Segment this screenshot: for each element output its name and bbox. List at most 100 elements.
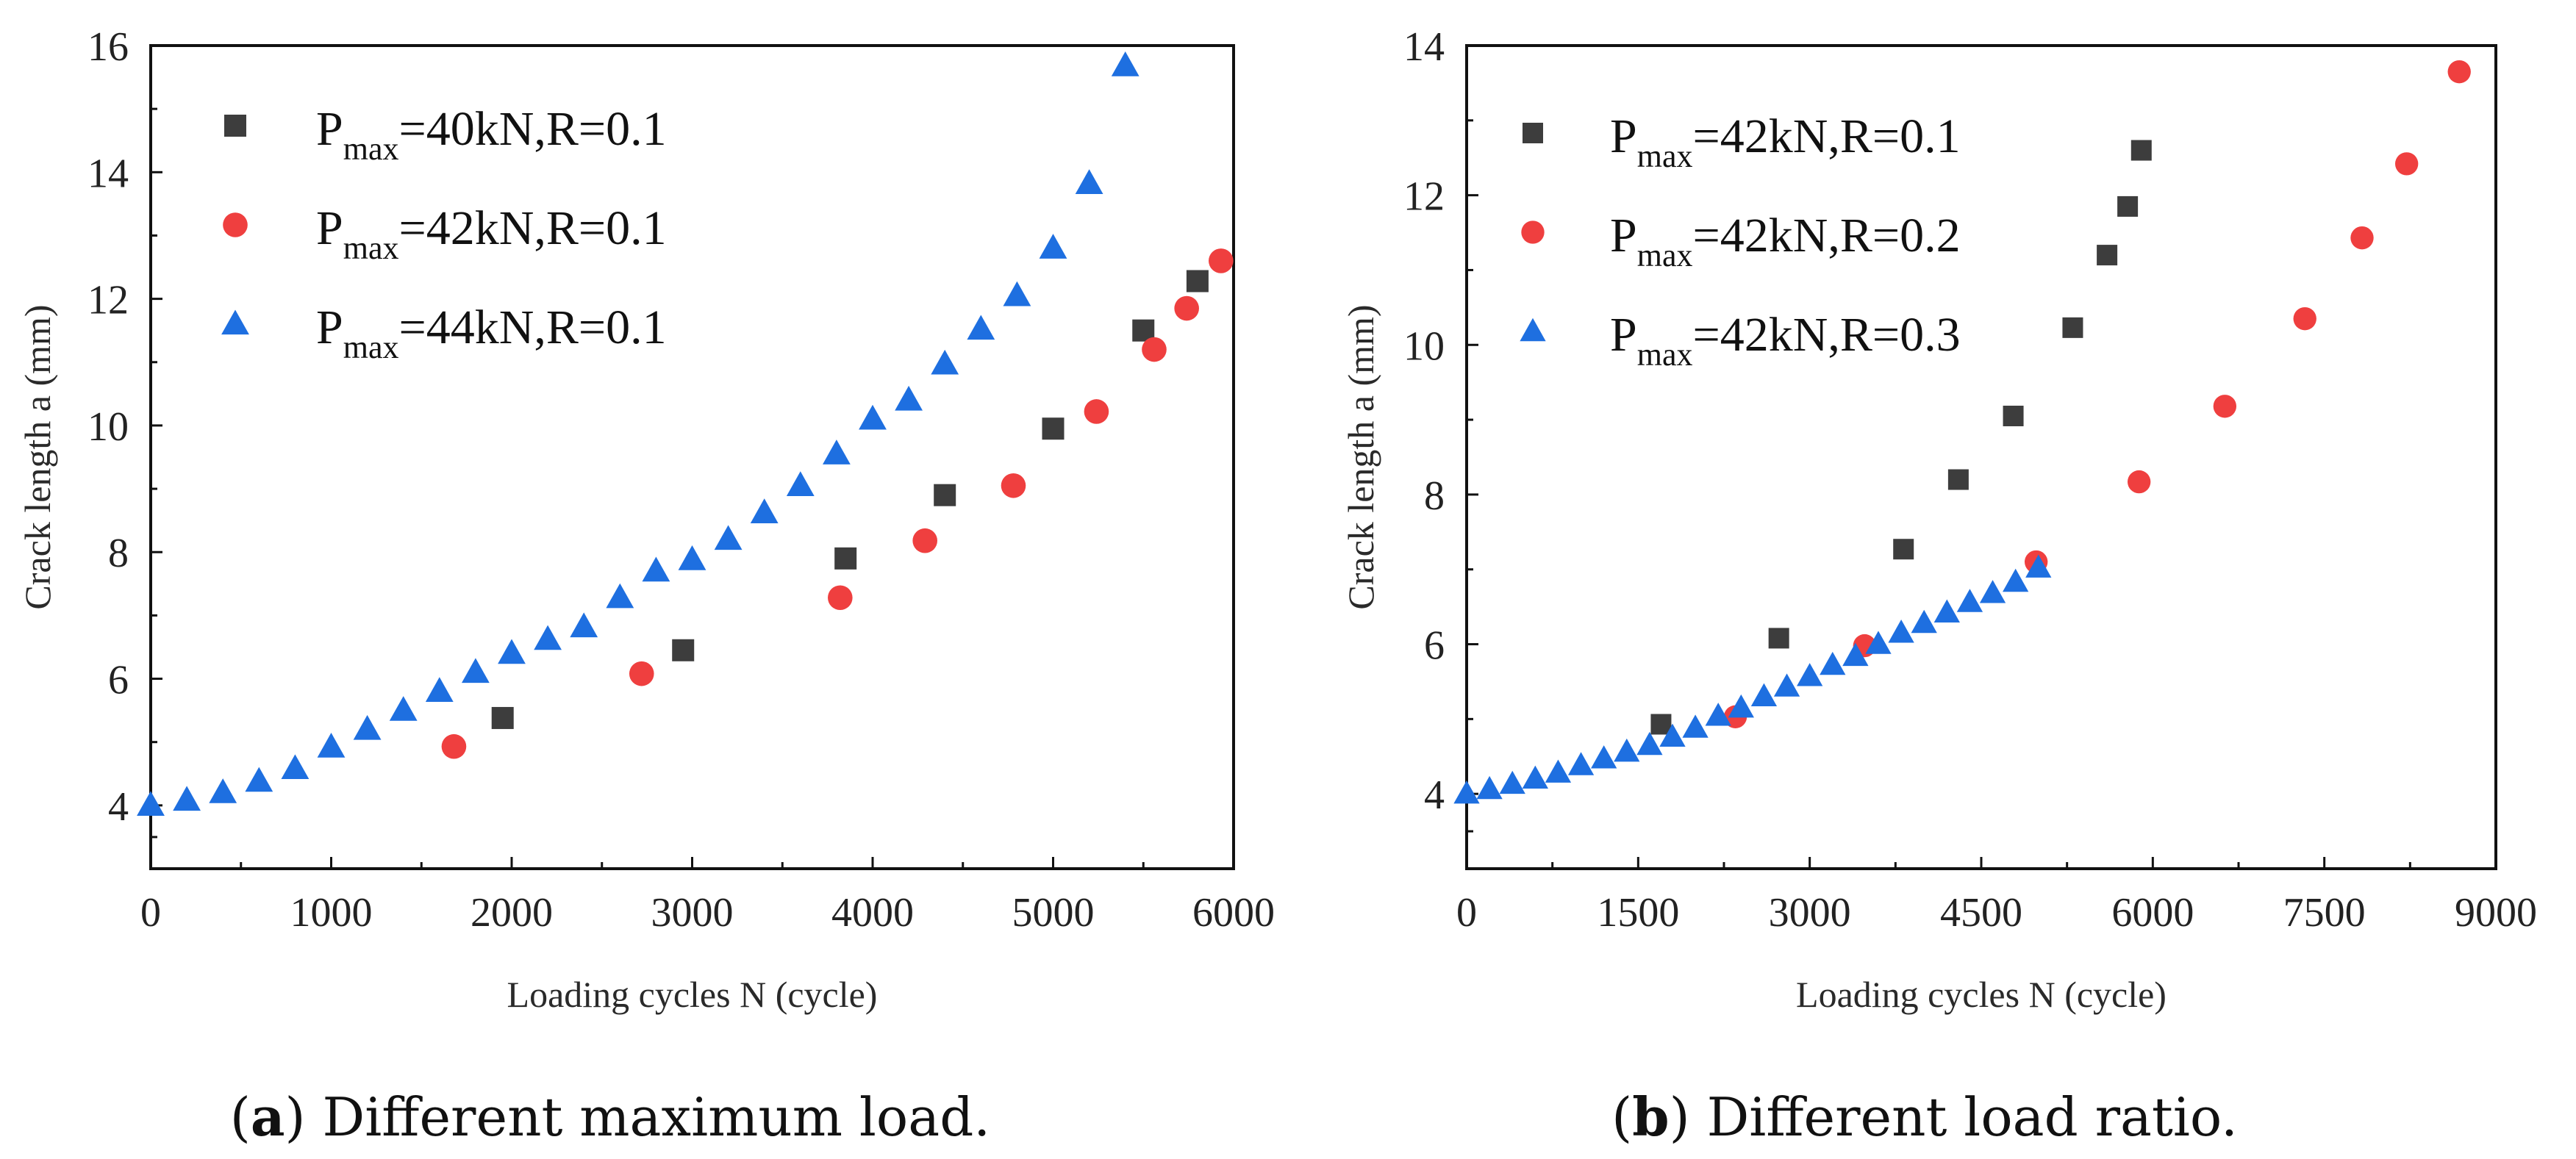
axis-ticks: 0 1000 2000 3000 4000 5000 6000 4 6 8 10 12 14 16 <box>87 24 1275 936</box>
data-point <box>934 484 956 506</box>
data-point <box>1979 580 2006 603</box>
data-point <box>1773 673 1800 697</box>
data-marks <box>137 51 1234 817</box>
data-point <box>1111 51 1139 76</box>
caption-letter: b <box>1632 1086 1669 1148</box>
caption-text: Different maximum load. <box>323 1086 991 1148</box>
data-point <box>1142 337 1167 362</box>
data-point <box>1001 473 1026 498</box>
data-point <box>931 349 959 375</box>
x-tick-label: 0 <box>140 890 161 936</box>
y-tick-label: 6 <box>108 658 129 703</box>
data-point <box>1888 620 1914 643</box>
data-point <box>1003 281 1031 306</box>
data-point <box>1933 599 1960 623</box>
chart-panel-b: 0 1500 3000 4500 6000 7500 9000 4 6 8 10 12 14 Pmax=… <box>1340 24 2537 1148</box>
data-point <box>389 696 418 721</box>
y-axis-label: Crack length a (mm) <box>17 304 58 609</box>
caption-letter: a <box>251 1086 285 1148</box>
x-axis-label: Loading cycles N (cycle) <box>1796 974 2167 1015</box>
data-point <box>629 661 654 686</box>
data-point <box>895 385 923 411</box>
x-tick-label: 1500 <box>1597 890 1679 936</box>
data-point <box>1499 770 1525 794</box>
data-point <box>1768 628 1789 649</box>
data-point <box>1705 703 1731 726</box>
data-point <box>245 767 273 792</box>
legend-marker <box>224 115 246 137</box>
data-point <box>1750 683 1778 707</box>
legend-marker <box>1523 123 1543 143</box>
data-point <box>534 625 562 650</box>
x-tick-label: 4000 <box>831 890 914 936</box>
data-point <box>209 778 237 803</box>
data-marks <box>1453 60 2471 804</box>
legend-label: Pmax=42kN,R=0.1 <box>1610 110 1961 174</box>
data-point <box>281 754 310 780</box>
data-point <box>1650 714 1672 735</box>
y-tick-label: 14 <box>87 151 129 196</box>
data-point <box>678 545 706 570</box>
legend-marker <box>1521 220 1545 244</box>
x-tick-label: 3000 <box>1769 890 1851 936</box>
data-point <box>1728 694 1754 718</box>
data-point <box>1820 651 1846 675</box>
legend-marker <box>223 212 248 237</box>
data-point <box>1039 234 1067 259</box>
data-point <box>2003 568 2029 592</box>
data-point <box>2447 60 2471 84</box>
y-tick-label: 16 <box>87 24 129 70</box>
y-tick-label: 12 <box>1403 174 1445 220</box>
x-tick-label: 9000 <box>2455 890 2537 936</box>
y-tick-label: 4 <box>108 784 129 830</box>
data-point <box>606 583 634 609</box>
data-point <box>834 547 857 570</box>
data-point <box>1545 759 1572 783</box>
data-point <box>1911 609 1937 634</box>
x-tick-label: 5000 <box>1012 890 1095 936</box>
data-point <box>1947 469 1969 490</box>
data-point <box>441 733 467 759</box>
panel-caption: (a) Different maximum load. <box>230 1086 990 1148</box>
legend-marker <box>1520 317 1546 342</box>
data-point <box>173 786 201 811</box>
data-point <box>1865 631 1892 654</box>
panel-caption: (b) Different load ratio. <box>1611 1086 2238 1148</box>
caption-text: Different load ratio. <box>1707 1086 2238 1148</box>
data-point <box>2213 395 2237 418</box>
data-point <box>2130 140 2152 161</box>
y-tick-label: 10 <box>1403 323 1445 369</box>
x-axis-label: Loading cycles N (cycle) <box>507 974 878 1015</box>
data-point <box>1174 295 1199 321</box>
legend-marker <box>221 309 249 335</box>
data-point <box>2117 195 2139 217</box>
data-point <box>425 677 454 702</box>
data-point <box>2293 306 2316 331</box>
y-tick-label: 4 <box>1424 772 1445 818</box>
data-point <box>353 714 382 740</box>
data-point <box>1893 539 1914 560</box>
x-tick-label: 1000 <box>290 890 373 936</box>
data-point <box>570 612 598 638</box>
x-tick-label: 2000 <box>471 890 553 936</box>
data-point <box>642 556 670 582</box>
axis-ticks: 0 1500 3000 4500 6000 7500 9000 4 6 8 10 12 14 <box>1403 24 2537 936</box>
chart-panel-a: 0 1000 2000 3000 4000 5000 6000 4 6 8 10 12 14 16 Pma… <box>17 24 1275 1148</box>
data-point <box>1591 745 1617 769</box>
y-tick-label: 14 <box>1403 24 1445 70</box>
data-point <box>1186 270 1209 293</box>
data-point <box>1209 248 1234 273</box>
y-tick-label: 12 <box>87 278 129 323</box>
y-tick-label: 8 <box>108 531 129 576</box>
data-point <box>786 471 815 496</box>
legend: Pmax=42kN,R=0.1 Pmax=42kN,R=0.2 Pmax=42kN,… <box>1520 110 1961 373</box>
legend-label: Pmax=40kN,R=0.1 <box>316 102 667 167</box>
data-point <box>491 706 514 729</box>
y-axis-label: Crack length a (mm) <box>1340 304 1381 609</box>
data-point <box>2350 226 2374 250</box>
data-point <box>137 791 165 817</box>
data-point <box>823 439 851 464</box>
legend-label: Pmax=42kN,R=0.2 <box>1610 209 1961 273</box>
data-point <box>1476 775 1503 800</box>
